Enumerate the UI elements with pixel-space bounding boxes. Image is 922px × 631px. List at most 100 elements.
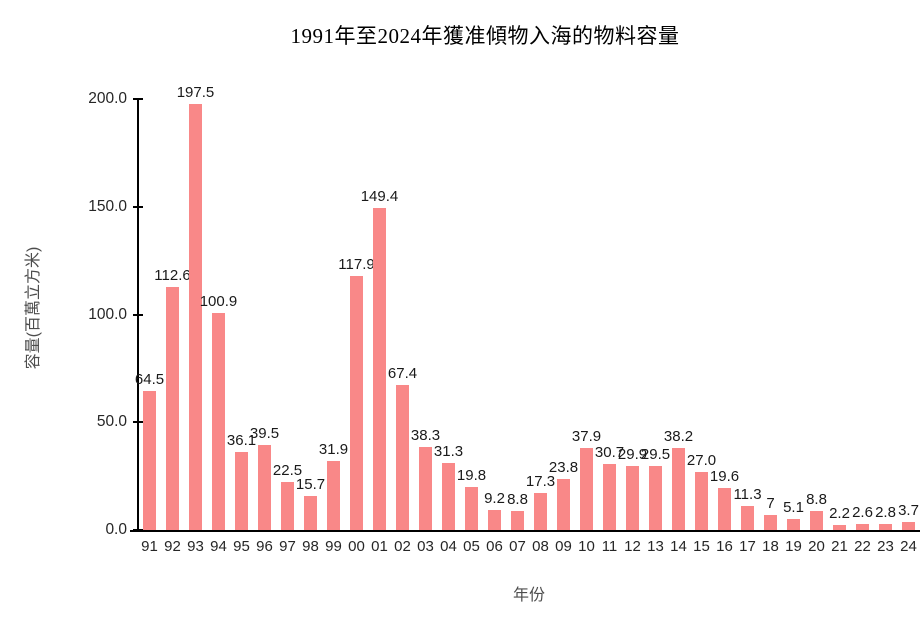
y-tick-mark <box>133 529 143 531</box>
bar <box>879 524 892 530</box>
x-tick-label: 22 <box>854 538 871 555</box>
y-tick-label: 200.0 <box>88 90 127 107</box>
bar <box>580 448 593 530</box>
bar <box>304 496 317 530</box>
x-tick-label: 09 <box>555 538 572 555</box>
bar <box>557 479 570 530</box>
bar-value-label: 38.3 <box>410 427 441 444</box>
bar <box>626 466 639 530</box>
bar <box>856 524 869 530</box>
bar <box>833 525 846 530</box>
x-tick-label: 13 <box>647 538 664 555</box>
bar-value-label: 9.2 <box>484 490 505 507</box>
x-tick-label: 04 <box>440 538 457 555</box>
bar <box>396 385 409 530</box>
bar-value-label: 23.8 <box>548 459 579 476</box>
bar <box>166 287 179 530</box>
bar-value-label: 31.3 <box>433 443 464 460</box>
x-tick-label: 16 <box>716 538 733 555</box>
bar <box>465 487 478 530</box>
y-tick-mark <box>133 205 143 208</box>
x-tick-label: 03 <box>417 538 434 555</box>
x-tick-label: 19 <box>785 538 802 555</box>
bar-value-label: 36.1 <box>226 432 257 449</box>
x-tick-label: 97 <box>279 538 296 555</box>
bar <box>902 522 915 530</box>
bar <box>327 461 340 530</box>
chart-title: 1991年至2024年獲准傾物入海的物料容量 <box>290 24 680 48</box>
bar <box>672 448 685 530</box>
y-tick-label: 150.0 <box>88 197 127 215</box>
bar <box>143 391 156 530</box>
x-tick-label: 05 <box>463 538 480 555</box>
x-tick-label: 12 <box>624 538 641 555</box>
bar-value-label: 100.9 <box>199 293 238 310</box>
bar-value-label: 19.6 <box>709 468 740 485</box>
bar-value-label: 67.4 <box>387 365 418 382</box>
x-tick-label: 93 <box>187 538 204 555</box>
bar-value-label: 22.5 <box>272 462 303 479</box>
bar <box>235 452 248 530</box>
y-tick-label: 0.0 <box>105 521 127 538</box>
bar-value-label: 5.1 <box>783 499 804 516</box>
bar-value-label: 38.2 <box>663 428 694 445</box>
x-tick-label: 20 <box>808 538 825 555</box>
bar-value-label: 7 <box>766 495 775 512</box>
bar <box>718 488 731 530</box>
bar <box>488 510 501 530</box>
bar <box>787 519 800 530</box>
bar-value-label: 30.7 <box>594 444 625 461</box>
x-tick-label: 99 <box>325 538 342 555</box>
x-tick-label: 18 <box>762 538 779 555</box>
bar <box>534 493 547 530</box>
x-tick-label: 23 <box>877 538 894 555</box>
bar-value-label: 37.9 <box>571 428 602 445</box>
x-tick-label: 02 <box>394 538 411 555</box>
y-tick-mark <box>133 421 143 424</box>
x-tick-label: 96 <box>256 538 273 555</box>
x-tick-label: 91 <box>141 538 158 555</box>
bar <box>741 506 754 530</box>
x-tick-label: 06 <box>486 538 503 555</box>
bar-value-label: 29.9 <box>617 446 648 463</box>
bar-value-label: 19.8 <box>456 467 487 484</box>
bar <box>212 313 225 530</box>
bar-value-label: 17.3 <box>525 473 556 490</box>
bar-value-label: 197.5 <box>176 84 215 101</box>
y-axis-title: 容量(百萬立方米) <box>25 246 42 370</box>
bar <box>511 511 524 530</box>
x-tick-label: 17 <box>739 538 756 555</box>
x-tick-label: 24 <box>900 538 917 555</box>
x-tick-label: 10 <box>578 538 595 555</box>
x-tick-label: 07 <box>509 538 526 555</box>
x-tick-label: 98 <box>302 538 319 555</box>
y-tick-label: 100.0 <box>88 305 127 323</box>
x-tick-label: 01 <box>371 538 388 555</box>
bar-value-label: 11.3 <box>733 486 762 503</box>
x-tick-label: 15 <box>693 538 710 555</box>
bar <box>810 511 823 530</box>
bar-value-label: 2.8 <box>875 504 896 521</box>
x-tick-label: 08 <box>532 538 549 555</box>
y-tick-label: 50.0 <box>96 413 127 431</box>
x-tick-label: 14 <box>670 538 687 555</box>
x-axis-title: 年份 <box>512 587 545 604</box>
bar <box>258 445 271 530</box>
x-tick-label: 95 <box>233 538 250 555</box>
y-tick-mark <box>133 98 143 100</box>
bar-value-label: 31.9 <box>318 441 349 458</box>
bar-value-label: 2.6 <box>852 504 873 521</box>
bar <box>373 208 386 530</box>
bar-value-label: 8.8 <box>507 491 528 508</box>
x-tick-label: 94 <box>210 538 227 555</box>
bar <box>281 482 294 530</box>
bar-value-label: 2.2 <box>829 505 850 522</box>
bar-value-label: 27.0 <box>686 452 717 469</box>
x-tick-label: 00 <box>348 538 365 555</box>
x-tick-label: 92 <box>164 538 181 555</box>
bar <box>603 464 616 530</box>
bar-value-label: 149.4 <box>360 188 399 205</box>
bar-value-label: 39.5 <box>249 425 280 442</box>
bar <box>695 472 708 530</box>
